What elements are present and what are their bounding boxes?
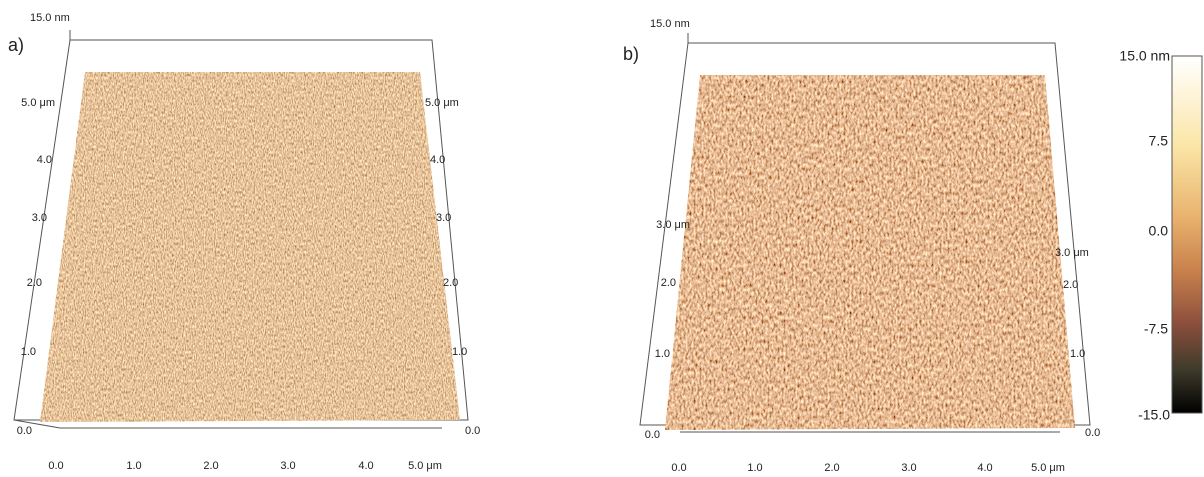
label: 1.0 [747, 462, 762, 474]
label: 2.0 [1063, 279, 1078, 291]
label: 1.0 [126, 460, 141, 472]
label: 7.5 [1149, 133, 1169, 149]
label: 2.0 [203, 460, 218, 472]
label: -7.5 [1144, 321, 1168, 337]
colorbar [1171, 55, 1203, 414]
label: 2.0 [824, 462, 839, 474]
label: 5.0 μm [408, 460, 442, 472]
box-frame [13, 39, 469, 421]
label: 15.0 nm [650, 18, 690, 30]
label: 0.0 [48, 460, 63, 472]
label: 15.0 nm [1119, 48, 1170, 64]
axis [13, 419, 61, 429]
label: a) [8, 35, 24, 55]
label: 1.0 [655, 348, 670, 360]
label: 1.0 [21, 346, 36, 358]
label: 4.0 [37, 154, 52, 166]
label: 5.0 μm [21, 97, 55, 109]
panel-b [639, 33, 1091, 433]
label: 2.0 [443, 277, 458, 289]
label: 0.0 [17, 425, 32, 437]
surface [40, 72, 460, 422]
label: 4.0 [977, 462, 992, 474]
label: 3.0 μm [1055, 247, 1089, 259]
label: 4.0 [358, 460, 373, 472]
label: 3.0 [901, 462, 916, 474]
label: 3.0 [32, 212, 47, 224]
label: 0.0 [1149, 223, 1169, 239]
surface [665, 75, 1075, 430]
label: 0.0 [645, 429, 660, 441]
label: b) [623, 44, 639, 64]
label: 1.0 [1070, 348, 1085, 360]
label: 3.0 [280, 460, 295, 472]
label: 3.0 [436, 212, 451, 224]
label: 0.0 [671, 462, 686, 474]
panel-a [13, 30, 469, 429]
label: 3.0 μm [656, 219, 690, 231]
label: 2.0 [27, 277, 42, 289]
label: 5.0 μm [425, 97, 459, 109]
label: 4.0 [430, 154, 445, 166]
box-frame [639, 42, 1091, 426]
label: 2.0 [661, 277, 676, 289]
label: 1.0 [452, 346, 467, 358]
label: 0.0 [1085, 427, 1100, 439]
label: -15.0 [1138, 407, 1170, 423]
label: 5.0 μm [1031, 462, 1065, 474]
label: 0.0 [465, 425, 480, 437]
label: 15.0 nm [30, 12, 70, 24]
